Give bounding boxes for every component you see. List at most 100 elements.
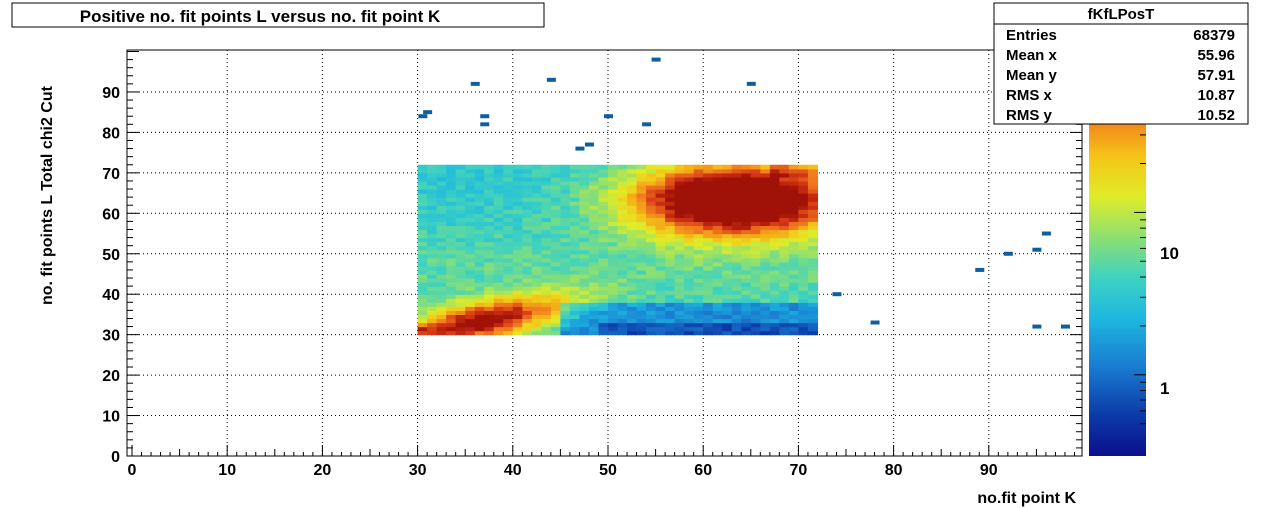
heatmap-bin [750, 197, 761, 202]
isolated-bin [418, 114, 428, 119]
heatmap-bin [503, 326, 514, 332]
heatmap-bin [627, 330, 638, 336]
heatmap-bin [436, 213, 447, 218]
heatmap-bin [427, 164, 438, 170]
heatmap-bin [569, 221, 581, 227]
heatmap-bin [465, 294, 476, 299]
heatmap-bin [455, 225, 466, 231]
heatmap-bin [531, 330, 542, 336]
heatmap-bin [608, 261, 619, 267]
heatmap-bin [455, 326, 466, 332]
heatmap-bin [493, 237, 504, 243]
heatmap-bin [722, 326, 733, 332]
heatmap-bin [503, 245, 514, 251]
heatmap-bin [741, 286, 752, 291]
heatmap-bin [627, 229, 638, 235]
heatmap-bin [465, 249, 476, 255]
heatmap-bin [617, 213, 628, 218]
heatmap-bin [465, 302, 476, 307]
heatmap-bin [484, 253, 495, 259]
heatmap-bin [550, 314, 561, 320]
heatmap-bin [693, 168, 704, 174]
heatmap-bin [436, 189, 447, 194]
heatmap-bin [627, 249, 638, 255]
isolated-bin [746, 81, 756, 86]
heatmap-bin [636, 197, 647, 202]
heatmap-bin [665, 241, 676, 247]
heatmap-bin [427, 249, 438, 255]
heatmap-bin [465, 278, 476, 283]
heatmap-bin [684, 197, 695, 202]
heatmap-bin [769, 278, 780, 283]
heatmap-bin [769, 326, 780, 332]
heatmap-bin [741, 217, 752, 222]
heatmap-bin [731, 249, 742, 255]
heatmap-bin [579, 302, 590, 307]
heatmap-bin [684, 310, 695, 316]
heatmap-bin [465, 225, 476, 231]
heatmap-bin [750, 265, 761, 271]
heatmap-bin [522, 253, 533, 259]
heatmap-bin [655, 282, 666, 287]
heatmap-bin [579, 257, 590, 263]
heatmap-bin [693, 197, 704, 202]
stats-row-value: 55.96 [1197, 47, 1235, 64]
heatmap-bin [646, 322, 657, 328]
heatmap-bin [446, 197, 457, 202]
heatmap-bin [465, 184, 476, 190]
heatmap-bin [655, 302, 666, 307]
color-bar-label-10: 10 [1160, 244, 1179, 263]
heatmap-bin [503, 310, 514, 316]
heatmap-bin [493, 180, 504, 186]
heatmap-bin [779, 310, 790, 316]
heatmap-bin [779, 168, 790, 174]
heatmap-bin [627, 168, 638, 174]
heatmap-bin [636, 172, 647, 178]
heatmap-bin [655, 229, 666, 235]
heatmap-bin [503, 306, 514, 311]
heatmap-bin [693, 213, 704, 218]
heatmap-bin [598, 213, 609, 218]
heatmap-bin [446, 278, 457, 283]
heatmap-bin [474, 282, 485, 287]
heatmap-bin [446, 164, 457, 170]
heatmap-bin [455, 197, 466, 202]
x-tick-label: 90 [980, 462, 998, 479]
heatmap-bin [436, 201, 447, 206]
heatmap-bin [712, 302, 723, 307]
heatmap-bin [684, 217, 695, 222]
heatmap-bin [703, 273, 714, 279]
heatmap-bin [465, 229, 476, 235]
heatmap-bin [493, 193, 504, 198]
heatmap-bin [684, 172, 695, 178]
heatmap-bin [674, 221, 685, 227]
heatmap-bin [760, 261, 771, 267]
heatmap-bin [484, 237, 495, 243]
heatmap-bin [427, 326, 438, 332]
heatmap-bin [798, 302, 809, 307]
heatmap-bin [512, 180, 523, 186]
heatmap-bin [779, 261, 790, 267]
heatmap-bin [550, 225, 561, 231]
heatmap-bin [741, 189, 752, 194]
stats-row-label: RMS x [1006, 87, 1053, 104]
heatmap-bin [493, 269, 504, 275]
heatmap-bin [712, 282, 723, 287]
heatmap-bin [560, 265, 571, 271]
heatmap-bin [655, 269, 666, 275]
heatmap-bin [684, 257, 695, 263]
heatmap-bin [608, 298, 619, 303]
heatmap-bin [627, 278, 638, 283]
heatmap-bin [693, 237, 704, 243]
heatmap-bin [560, 229, 571, 235]
heatmap-bin [684, 282, 695, 287]
heatmap-bin [807, 245, 819, 251]
heatmap-bin [598, 184, 609, 190]
heatmap-bin [769, 257, 780, 263]
heatmap-bin [760, 233, 771, 239]
heatmap-bin [427, 201, 438, 206]
heatmap-bin [588, 330, 600, 336]
heatmap-bin [446, 322, 457, 328]
heatmap-bin [788, 233, 799, 239]
heatmap-bin [455, 253, 466, 259]
